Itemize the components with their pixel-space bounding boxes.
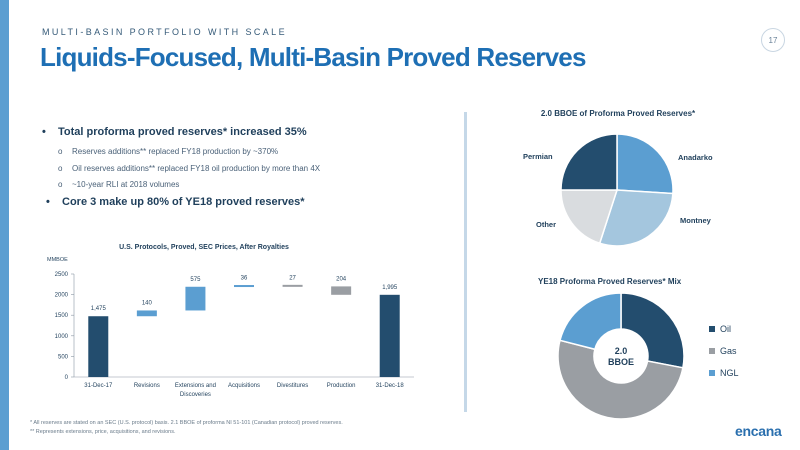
data-label: 1,475 — [91, 306, 107, 312]
waterfall-bar-revisions — [136, 310, 157, 317]
sub-bullet-text: Oil reserves additions** replaced FY18 o… — [72, 164, 321, 173]
pie-label-other: Other — [536, 220, 556, 229]
sub-bullet-text: Reserves additions** replaced FY18 produ… — [72, 147, 279, 156]
donut-slice-ngl — [559, 292, 622, 351]
x-tick-label: Production — [327, 383, 356, 389]
bullet-text: Core 3 make up 80% of YE18 proved reserv… — [62, 196, 305, 208]
data-label: 140 — [142, 300, 153, 306]
data-label: 1,995 — [382, 285, 398, 291]
legend-label-ngl: NGL — [720, 368, 739, 378]
sub-bullet-oil-replaced: o Oil reserves additions** replaced FY18 … — [58, 164, 321, 173]
x-tick-label: Extensions and — [175, 383, 216, 389]
page-number: 17 — [761, 28, 785, 52]
footnote-additions: ** Represents extensions, price, acquisi… — [30, 429, 176, 435]
section-eyebrow: MULTI-BASIN PORTFOLIO WITH SCALE — [42, 27, 287, 37]
x-tick-label: Acquisitions — [228, 383, 260, 389]
waterfall-bar-divestitures — [282, 284, 303, 287]
y-tick-label: 1500 — [55, 313, 69, 319]
x-tick-label: Discoveries — [180, 392, 211, 398]
x-tick-label: Revisions — [134, 383, 160, 389]
y-tick-label: 2000 — [55, 293, 69, 299]
sub-bullet-reserves-replaced: o Reserves additions** replaced FY18 prod… — [58, 147, 279, 156]
waterfall-bar-31-dec-18 — [379, 294, 400, 377]
page-title: Liquids-Focused, Multi-Basin Proved Rese… — [40, 42, 586, 72]
y-tick-label: 0 — [65, 375, 69, 381]
y-tick-label: 2500 — [55, 272, 69, 278]
sub-bullet-rli: o ~10-year RLI at 2018 volumes — [58, 180, 180, 189]
pie-slice-montney — [598, 189, 674, 247]
legend-swatch-ngl — [709, 370, 715, 376]
legend-swatch-gas — [709, 348, 715, 354]
data-label: 204 — [336, 276, 347, 282]
column-divider — [464, 112, 467, 412]
pie-label-permian: Permian — [523, 152, 553, 161]
encana-logo: encana — [735, 423, 782, 439]
sub-bullet-text: ~10-year RLI at 2018 volumes — [72, 180, 180, 189]
y-tick-label: 500 — [58, 354, 69, 360]
bullet-reserves-increase: • Total proforma proved reserves* increas… — [42, 126, 307, 138]
pie-slice-anadarko — [616, 133, 674, 195]
accent-bar — [0, 0, 9, 450]
y-tick-label: 1000 — [55, 334, 69, 340]
x-tick-label: 31-Dec-17 — [84, 383, 113, 389]
legend-swatch-oil — [709, 326, 715, 332]
pie-slice-other — [560, 189, 619, 245]
donut-center-value: 2.0 — [615, 346, 628, 356]
basin-pie-title: 2.0 BBOE of Proforma Proved Reserves* — [541, 109, 696, 118]
data-label: 575 — [190, 277, 201, 283]
x-tick-label: Divestitures — [277, 383, 308, 389]
bullet-core-three: • Core 3 make up 80% of YE18 proved reser… — [46, 196, 305, 208]
donut-slice-gas — [557, 339, 684, 420]
footnote-sec-basis: * All reserves are stated on an SEC (U.S… — [30, 420, 343, 426]
bullet-text: Total proforma proved reserves* increase… — [58, 126, 307, 138]
pie-label-montney: Montney — [680, 216, 712, 225]
y-axis-title: MMBOE — [47, 257, 68, 263]
mix-donut-title: YE18 Proforma Proved Reserves* Mix — [538, 277, 682, 286]
data-label: 27 — [289, 275, 296, 281]
x-tick-label: 31-Dec-18 — [376, 383, 405, 389]
waterfall-bar-production — [331, 286, 352, 295]
pie-slice-permian — [560, 133, 618, 191]
waterfall-chart: U.S. Protocols, Proved, SEC Prices, Afte… — [47, 244, 414, 398]
pie-label-anadarko: Anadarko — [678, 153, 713, 162]
legend-label-gas: Gas — [720, 346, 737, 356]
waterfall-title: U.S. Protocols, Proved, SEC Prices, Afte… — [119, 244, 289, 251]
product-mix-donut-chart: YE18 Proforma Proved Reserves* Mix 2.0BBO… — [538, 277, 739, 420]
data-label: 36 — [241, 275, 248, 281]
waterfall-bar-31-dec-17 — [88, 316, 109, 377]
donut-center-unit: BBOE — [608, 357, 634, 367]
waterfall-bar-extensions-and-discoveries — [185, 286, 206, 311]
waterfall-bar-acquisitions — [234, 285, 254, 288]
donut-slice-oil — [620, 292, 685, 369]
basin-pie-chart: 2.0 BBOE of Proforma Proved Reserves* Ana… — [523, 109, 713, 247]
legend-label-oil: Oil — [720, 324, 731, 334]
